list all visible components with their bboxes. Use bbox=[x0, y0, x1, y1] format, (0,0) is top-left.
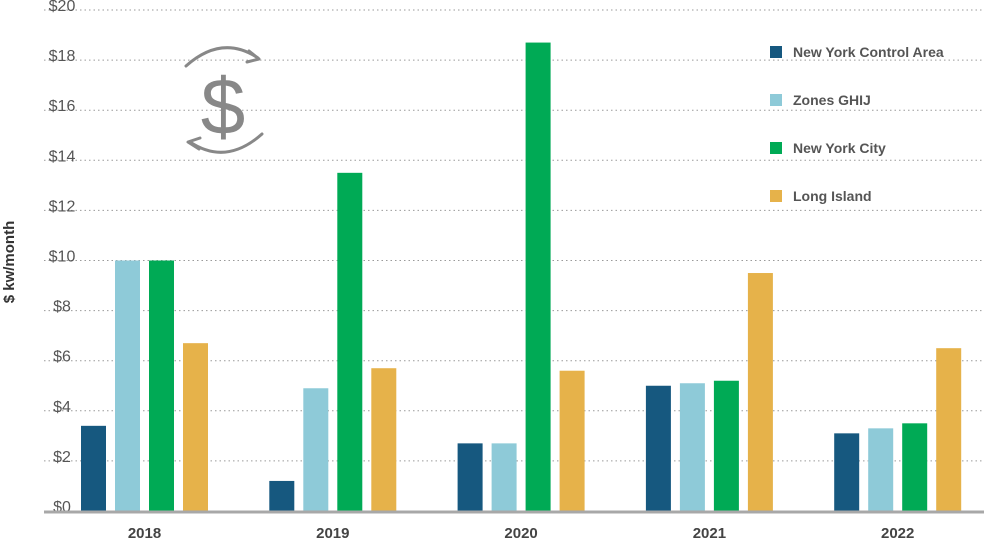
bar bbox=[902, 423, 928, 511]
legend-swatch bbox=[770, 142, 782, 154]
y-tick-label: $16 bbox=[49, 98, 76, 115]
legend-label: Zones GHIJ bbox=[793, 92, 871, 108]
x-category-label: 2020 bbox=[504, 525, 537, 542]
bar bbox=[679, 383, 705, 511]
y-tick-label: $10 bbox=[49, 249, 76, 266]
bar bbox=[936, 348, 962, 511]
y-tick-label: $18 bbox=[49, 48, 76, 65]
y-tick-label: $2 bbox=[53, 449, 71, 466]
bar bbox=[149, 260, 174, 511]
x-category-label: 2018 bbox=[128, 525, 161, 542]
bar bbox=[868, 428, 894, 511]
legend-label: New York Control Area bbox=[793, 44, 944, 60]
bar bbox=[269, 480, 295, 511]
legend-swatch bbox=[770, 190, 782, 202]
legend-item: Long Island bbox=[770, 188, 872, 204]
legend-item: New York City bbox=[770, 140, 886, 156]
y-tick-label: $20 bbox=[49, 0, 76, 15]
bar bbox=[371, 368, 397, 511]
x-category-label: 2021 bbox=[693, 525, 726, 542]
bar bbox=[713, 380, 739, 511]
y-tick-label: $12 bbox=[49, 198, 76, 215]
x-category-label: 2019 bbox=[316, 525, 349, 542]
x-category-labels: 2018 2019 2020 2021 2022 bbox=[128, 525, 915, 542]
dollar-cycle-icon: $ bbox=[184, 46, 264, 154]
cycle-arrow-top-head-icon bbox=[245, 49, 261, 64]
legend-swatch bbox=[770, 94, 782, 106]
bar bbox=[491, 443, 517, 511]
cycle-arrow-bottom-head-icon bbox=[186, 136, 202, 151]
x-category-label: 2022 bbox=[881, 525, 914, 542]
dollar-glyph: $ bbox=[201, 62, 246, 151]
y-tick-label: $8 bbox=[53, 299, 71, 316]
y-axis-title: $ kw/month bbox=[1, 221, 18, 304]
legend: New York Control Area Zones GHIJ New York … bbox=[770, 44, 944, 204]
bar bbox=[645, 385, 671, 511]
legend-swatch bbox=[770, 46, 782, 58]
y-tick-labels: $0$2$4$6$8$10$12$14$16$18$20 bbox=[49, 0, 76, 516]
bar bbox=[559, 370, 585, 511]
bar bbox=[337, 172, 363, 511]
legend-label: Long Island bbox=[793, 188, 872, 204]
legend-label: New York City bbox=[793, 140, 886, 156]
bar bbox=[183, 343, 208, 511]
gridlines bbox=[44, 9, 984, 462]
bar bbox=[747, 273, 773, 511]
bar bbox=[525, 42, 551, 511]
legend-item: Zones GHIJ bbox=[770, 92, 871, 108]
y-tick-label: $14 bbox=[49, 148, 76, 165]
bar bbox=[303, 388, 329, 511]
bar bbox=[834, 433, 860, 511]
bars bbox=[81, 42, 962, 511]
bar bbox=[115, 260, 140, 511]
legend-item: New York Control Area bbox=[770, 44, 944, 60]
bar bbox=[457, 443, 483, 511]
bar bbox=[81, 425, 106, 511]
y-tick-label: $6 bbox=[53, 349, 71, 366]
y-tick-label: $4 bbox=[53, 399, 71, 416]
